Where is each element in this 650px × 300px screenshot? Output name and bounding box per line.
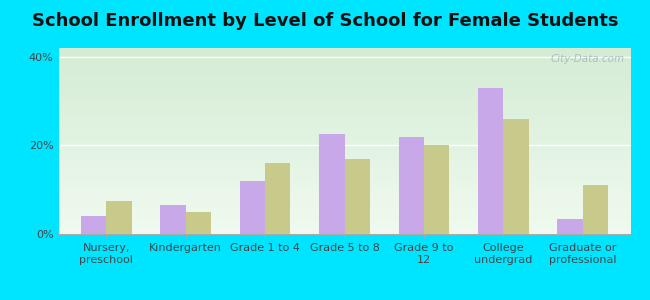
Bar — [478, 88, 503, 234]
Bar — [106, 201, 131, 234]
Bar — [81, 216, 106, 234]
Bar — [424, 146, 449, 234]
Bar — [503, 119, 529, 234]
Bar — [583, 185, 608, 234]
Bar — [319, 134, 344, 234]
Bar — [344, 159, 370, 234]
Bar — [398, 136, 424, 234]
Bar — [160, 205, 186, 234]
Bar — [186, 212, 211, 234]
Bar — [558, 218, 583, 234]
Text: School Enrollment by Level of School for Female Students: School Enrollment by Level of School for… — [32, 12, 618, 30]
Bar — [240, 181, 265, 234]
Text: City-Data.com: City-Data.com — [551, 54, 625, 64]
Bar — [265, 163, 291, 234]
